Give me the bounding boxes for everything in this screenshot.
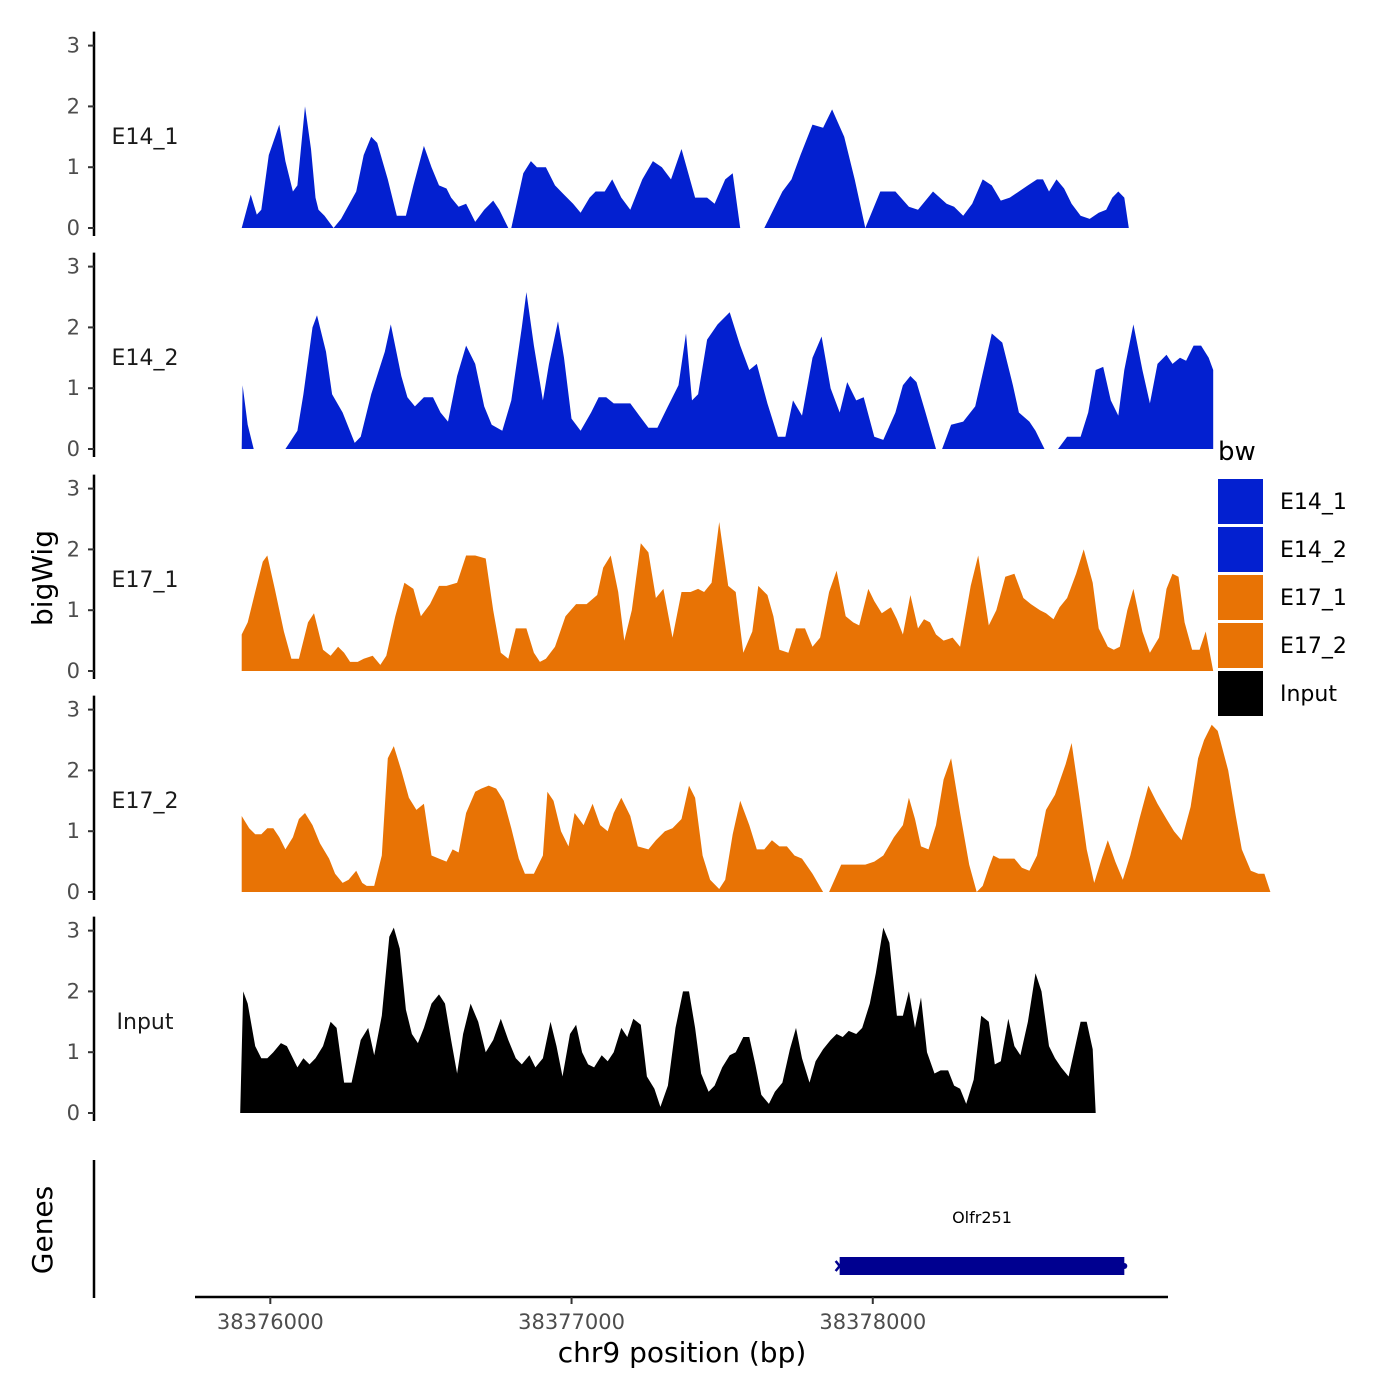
y-tick-label: 1	[67, 819, 80, 843]
track-E17_2: 0 1 2 3 E17_2	[67, 695, 1271, 904]
track-Input: 0 1 2 3 Input	[67, 916, 1096, 1125]
y-tick-label: 0	[67, 659, 80, 683]
area-E14_1	[241, 106, 1129, 228]
y-tick-label: 2	[67, 758, 80, 782]
y-tick-label: 0	[67, 880, 80, 904]
y-tick-label: 2	[67, 315, 80, 339]
gene-label: Olfr251	[952, 1208, 1012, 1227]
legend-swatch	[1218, 623, 1263, 668]
y-axis-title-genes: Genes	[26, 1186, 59, 1274]
y-tick-label: 3	[67, 255, 80, 279]
track-label: E14_1	[112, 125, 179, 150]
x-tick-label: 38378000	[819, 1310, 926, 1334]
area-E17_2	[241, 724, 1271, 892]
legend-entry-E17_1: E17_1	[1218, 575, 1347, 620]
track-E14_1: 0 1 2 3 E14_1	[67, 31, 1129, 240]
x-axis-title: chr9 position (bp)	[558, 1336, 807, 1369]
track-label: Input	[117, 1010, 174, 1035]
strand-marker	[834, 1260, 845, 1272]
y-tick-label: 0	[67, 216, 80, 240]
track-E17_1: 0 1 2 3 E17_1	[67, 474, 1214, 683]
x-tick-label: 38377000	[518, 1310, 625, 1334]
legend-entry-Input: Input	[1218, 671, 1337, 716]
legend-label: E17_2	[1280, 634, 1347, 659]
legend-label: E17_1	[1280, 586, 1347, 611]
legend-entry-E14_1: E14_1	[1218, 479, 1347, 524]
y-tick-label: 1	[67, 598, 80, 622]
y-tick-label: 3	[67, 477, 80, 501]
legend: bw E14_1 E14_2 E17_1 E17_2 Input	[1218, 437, 1347, 716]
legend-label: Input	[1280, 682, 1337, 707]
legend-label: E14_1	[1280, 490, 1347, 515]
legend-entry-E14_2: E14_2	[1218, 527, 1347, 572]
area-Input	[240, 927, 1096, 1113]
legend-title: bw	[1218, 437, 1256, 467]
y-axis-title-bigwig: bigWig	[26, 530, 59, 626]
track-label: E17_1	[112, 568, 179, 593]
area-E14_2	[241, 292, 1214, 449]
legend-entry-E17_2: E17_2	[1218, 623, 1347, 668]
y-tick-label: 3	[67, 919, 80, 943]
y-tick-label: 2	[67, 537, 80, 561]
area-E17_1	[241, 522, 1214, 671]
legend-swatch	[1218, 671, 1263, 716]
y-tick-label: 2	[67, 979, 80, 1003]
genes-layer: Olfr251	[92, 1160, 1128, 1298]
track-E14_2: 0 1 2 3 E14_2	[67, 252, 1214, 461]
gene-body	[839, 1257, 1125, 1275]
y-tick-label: 3	[67, 34, 80, 58]
y-tick-label: 2	[67, 94, 80, 118]
x-axis: 38376000 38377000 38378000	[195, 1295, 1168, 1334]
tracks-layer: 0 1 2 3 E14_1 0 1 2 3 E14_2 0 1 2 3 E17_1 0 1 2 3 E17_2 0 1 2 3…	[67, 31, 1271, 1125]
y-tick-label: 0	[67, 437, 80, 461]
y-tick-label: 1	[67, 376, 80, 400]
legend-swatch	[1218, 479, 1263, 524]
x-tick-label: 38376000	[217, 1310, 324, 1334]
gene-Olfr251: Olfr251	[834, 1208, 1128, 1275]
gene-end-marker	[1121, 1263, 1128, 1269]
track-label: E14_2	[112, 346, 179, 371]
legend-swatch	[1218, 575, 1263, 620]
y-tick-label: 3	[67, 698, 80, 722]
track-label: E17_2	[112, 789, 179, 814]
legend-swatch	[1218, 527, 1263, 572]
legend-label: E14_2	[1280, 538, 1347, 563]
y-tick-label: 1	[67, 155, 80, 179]
y-tick-label: 0	[67, 1101, 80, 1125]
y-tick-label: 1	[67, 1040, 80, 1064]
